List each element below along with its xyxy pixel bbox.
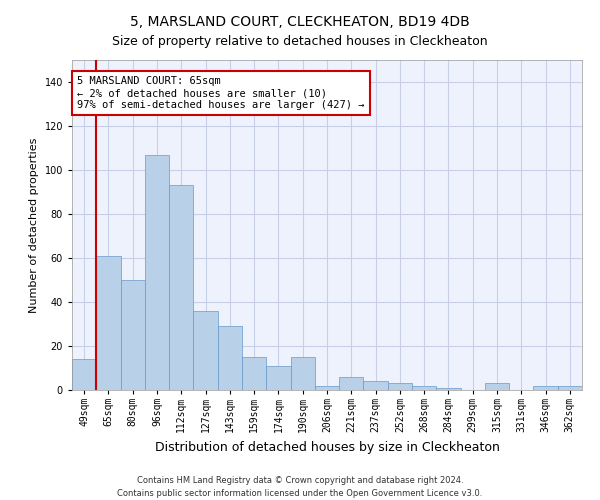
- Bar: [485, 384, 509, 390]
- Text: Size of property relative to detached houses in Cleckheaton: Size of property relative to detached ho…: [112, 35, 488, 48]
- Bar: [96, 256, 121, 390]
- X-axis label: Distribution of detached houses by size in Cleckheaton: Distribution of detached houses by size …: [155, 440, 499, 454]
- Bar: [339, 377, 364, 390]
- Bar: [315, 386, 339, 390]
- Bar: [412, 386, 436, 390]
- Bar: [145, 154, 169, 390]
- Text: 5, MARSLAND COURT, CLECKHEATON, BD19 4DB: 5, MARSLAND COURT, CLECKHEATON, BD19 4DB: [130, 15, 470, 29]
- Y-axis label: Number of detached properties: Number of detached properties: [29, 138, 39, 312]
- Bar: [121, 280, 145, 390]
- Text: Contains HM Land Registry data © Crown copyright and database right 2024.
Contai: Contains HM Land Registry data © Crown c…: [118, 476, 482, 498]
- Bar: [169, 186, 193, 390]
- Bar: [72, 359, 96, 390]
- Bar: [193, 311, 218, 390]
- Bar: [364, 381, 388, 390]
- Bar: [533, 386, 558, 390]
- Bar: [242, 357, 266, 390]
- Bar: [290, 357, 315, 390]
- Bar: [388, 384, 412, 390]
- Bar: [266, 366, 290, 390]
- Text: 5 MARSLAND COURT: 65sqm
← 2% of detached houses are smaller (10)
97% of semi-det: 5 MARSLAND COURT: 65sqm ← 2% of detached…: [77, 76, 365, 110]
- Bar: [436, 388, 461, 390]
- Bar: [218, 326, 242, 390]
- Bar: [558, 386, 582, 390]
